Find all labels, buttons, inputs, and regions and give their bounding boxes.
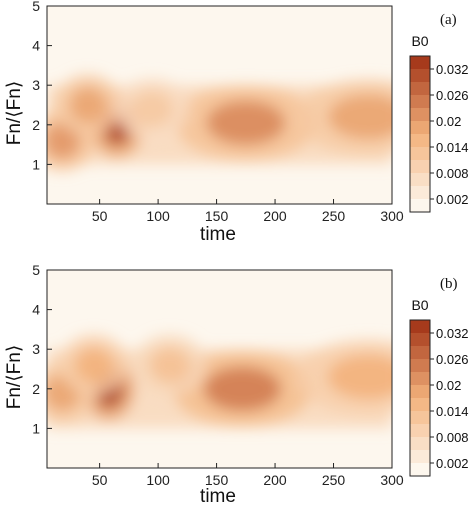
colorbar-tick-label: 0.002 [436,456,469,471]
colorbar-band [410,398,430,412]
colorbar-band [410,333,430,347]
panel-a: 50 100 150 200 250 300 1 2 3 4 5 time Fn/⟨Fn⟩ (a) B0 0.… [4,0,469,245]
heat-blob-2 [74,347,113,384]
colorbar-tick-label: 0.014 [436,404,469,419]
colorbar-tick-label: 0.014 [436,140,469,155]
heat-blob-4 [327,354,392,399]
colorbar-frame [409,55,431,213]
heat-blob-3 [206,100,286,145]
heat-blobs [47,74,392,172]
plot-frame [46,5,393,205]
colorbar-tick-label: 0.002 [436,192,469,207]
y-tick-label: 5 [32,262,40,278]
plot-frame [46,269,393,469]
x-tick-label: 200 [263,208,287,224]
x-tick-label: 50 [92,208,108,224]
heat-field [47,334,392,429]
y-tick-label: 2 [32,381,40,397]
colorbar-frame [409,319,431,477]
x-tick-label: 50 [92,472,108,488]
colorbar-band [410,450,430,464]
y-tick-label: 3 [32,341,40,357]
x-axis-label: time [200,486,236,505]
x-tick-label: 100 [146,208,170,224]
colorbar-tick-label: 0.02 [436,378,461,393]
colorbar-band [410,186,430,200]
panel-label: (a) [440,12,457,28]
colorbar-title: B0 [411,33,428,49]
x-tick-label: 250 [322,208,346,224]
panel-label: (b) [440,276,458,292]
colorbar-band [410,173,430,187]
x-tick-label: 150 [205,472,229,488]
colorbar-band [410,359,430,373]
x-tick-label: 100 [146,472,170,488]
colorbar-band [410,463,430,477]
colorbar-title: B0 [411,297,428,313]
heat-blob-3 [203,366,282,411]
colorbar-tick-label: 0.026 [436,352,469,367]
colorbar-band [410,199,430,213]
colorbar-tick-label: 0.008 [436,166,469,181]
colorbar-band [410,372,430,386]
y-tick-label: 2 [32,117,40,133]
colorbar-band [410,134,430,148]
panel-b: 50 100 150 200 250 300 1 2 3 4 5 time Fn/⟨Fn⟩ (b) B0 0.… [4,262,469,505]
colorbar-band [410,95,430,109]
colorbar-tick-label: 0.008 [436,430,469,445]
colorbar-band [410,56,430,70]
heat-field [47,74,392,172]
colorbar-band [410,320,430,334]
y-axis-label: Fn/⟨Fn⟩ [4,81,25,145]
heat-blobs [47,334,392,429]
colorbar-band [410,160,430,174]
colorbar-band [410,82,430,96]
y-tick-label: 3 [32,77,40,93]
colorbar-band [410,108,430,122]
y-tick-label: 4 [32,38,40,54]
colorbar-tick-label: 0.026 [436,88,469,103]
x-tick-label: 300 [380,472,404,488]
colorbar: B0 0.032 0.026 0.02 0.014 0.008 0.002 [409,297,469,477]
heat-blob-5 [149,347,190,384]
y-tick-label: 1 [32,420,40,436]
colorbar-tick-label: 0.02 [436,114,461,129]
colorbar-band [410,424,430,438]
colorbar-band [410,385,430,399]
colorbar-tick-label: 0.032 [436,62,469,77]
colorbar: B0 0.032 0.026 0.02 0.014 0.008 0.002 [409,33,469,213]
y-tick-label: 5 [32,0,40,14]
x-tick-label: 150 [205,208,229,224]
colorbar-band [410,121,430,135]
colorbar-band [410,411,430,425]
x-tick-label: 200 [263,472,287,488]
y-tick-label: 1 [32,156,40,172]
colorbar-band [410,346,430,360]
x-tick-label: 300 [380,208,404,224]
y-tick-label: 4 [32,302,40,318]
x-tick-label: 250 [322,472,346,488]
colorbar-tick-label: 0.032 [436,326,469,341]
colorbar-band [410,147,430,161]
y-axis-label: Fn/⟨Fn⟩ [4,345,25,409]
colorbar-band [410,437,430,451]
colorbar-band [410,69,430,83]
heat-blob-2 [69,87,107,123]
x-axis-label: time [200,224,236,245]
heat-blob-5 [131,90,173,127]
heat-blob-4 [328,94,392,139]
